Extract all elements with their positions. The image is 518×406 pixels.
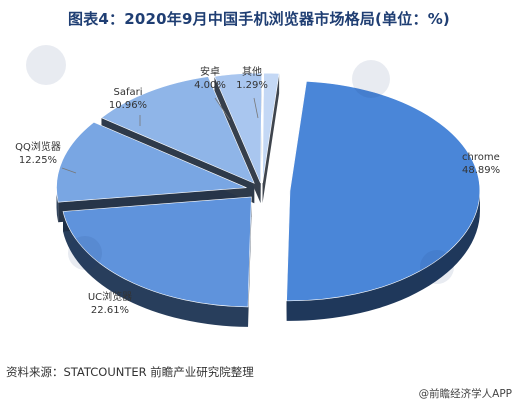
pie-leader-lines-layer bbox=[61, 97, 259, 174]
slice-label-value: 12.25% bbox=[19, 155, 57, 166]
slice-side-1 bbox=[63, 211, 249, 327]
slice-label-value: 4.00% bbox=[194, 80, 226, 91]
slice-label-value: 22.61% bbox=[91, 305, 129, 316]
leader-line-2 bbox=[61, 167, 77, 174]
slice-wall-5-1 bbox=[262, 73, 280, 204]
slice-label-name: UC浏览器 bbox=[88, 290, 132, 303]
pie-slice-2 bbox=[56, 121, 247, 203]
chart-title: 图表4：2020年9月中国手机浏览器市场格局(单位：%) bbox=[68, 10, 450, 28]
pie-slice-4 bbox=[214, 72, 263, 184]
watermark-logo bbox=[26, 45, 66, 85]
pie-labels-layer: chrome 48.89% UC浏览器 22.61% QQ浏览器 12.25% Safari… bbox=[15, 65, 500, 316]
pie-slice-1 bbox=[62, 196, 252, 308]
slice-label-name: 安卓 bbox=[200, 65, 220, 78]
source-note: 资料来源：STATCOUNTER 前瞻产业研究院整理 bbox=[6, 365, 254, 379]
watermark-logo bbox=[68, 236, 102, 270]
watermark-logo bbox=[420, 250, 454, 284]
leader-line-4 bbox=[214, 97, 231, 121]
pie-slice-5 bbox=[262, 72, 280, 184]
pie-slice-3 bbox=[100, 76, 255, 184]
slice-label-name: Safari bbox=[113, 87, 142, 98]
pie-slice-0 bbox=[286, 80, 481, 302]
leader-line-5 bbox=[253, 97, 259, 119]
slice-label-value: 10.96% bbox=[109, 100, 147, 111]
slice-side-0 bbox=[286, 190, 480, 321]
app-badge: @前瞻经济学人APP bbox=[418, 388, 512, 400]
slice-label-name: 其他 bbox=[242, 65, 262, 78]
slice-label-name: QQ浏览器 bbox=[15, 140, 61, 153]
slice-label-value: 1.29% bbox=[236, 80, 268, 91]
pie-slices-layer bbox=[56, 72, 481, 308]
slice-label-name: chrome bbox=[462, 152, 500, 163]
watermark-logo bbox=[352, 60, 390, 98]
slice-label-value: 48.89% bbox=[462, 165, 500, 176]
